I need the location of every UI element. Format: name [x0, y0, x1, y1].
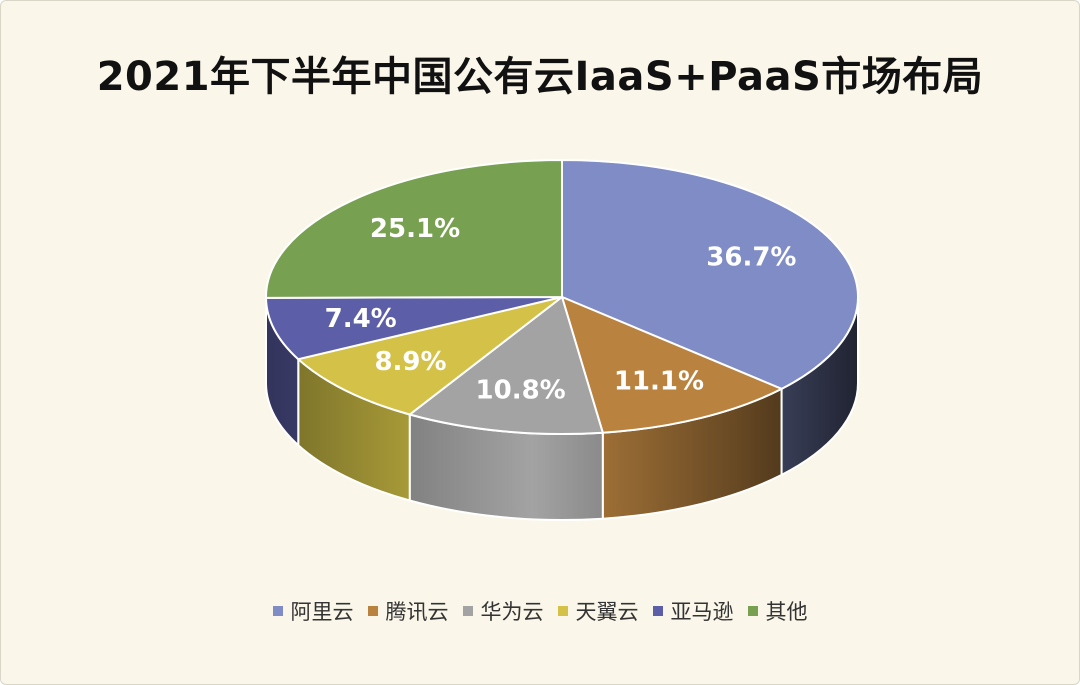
legend-item-aliyun: 阿里云: [272, 596, 354, 626]
pie-slice-amazon: [264, 296, 563, 361]
legend-item-other: 其他: [747, 596, 808, 626]
legend-label-aliyun: 阿里云: [290, 600, 354, 624]
legend-item-tianyi: 天翼云: [557, 596, 639, 626]
data-label-amazon: 7.4%: [325, 304, 397, 334]
legend-label-huawei: 华为云: [480, 600, 544, 624]
pie-slice-other: [265, 158, 563, 299]
legend-label-other: 其他: [765, 600, 808, 624]
legend-swatch-aliyun: [272, 606, 283, 616]
legend-item-huawei: 华为云: [462, 596, 544, 626]
chart-title: 2021年下半年中国公有云IaaS+PaaS市场布局: [96, 54, 984, 100]
legend-swatch-tencent: [367, 606, 378, 616]
legend-swatch-other: [747, 606, 758, 616]
pie-slice-huawei: [407, 295, 605, 435]
legend-swatch-huawei: [462, 606, 473, 616]
data-label-huawei: 10.8%: [476, 375, 566, 405]
legend-label-tencent: 腾讯云: [385, 600, 449, 624]
pie-slice-aliyun: [561, 158, 859, 390]
legend-label-tianyi: 天翼云: [575, 600, 639, 624]
legend-item-tencent: 腾讯云: [367, 596, 449, 626]
legend-swatch-tianyi: [557, 606, 568, 616]
legend-label-amazon: 亚马逊: [670, 600, 734, 624]
pie-slice-tencent: [560, 295, 784, 434]
data-label-other: 25.1%: [370, 214, 460, 244]
legend-item-amazon: 亚马逊: [652, 596, 734, 626]
legend-swatch-amazon: [652, 606, 663, 616]
data-label-tencent: 11.1%: [614, 366, 704, 396]
data-label-aliyun: 36.7%: [706, 243, 796, 273]
pie-slice-tianyi: [296, 296, 563, 416]
legend: 阿里云 腾讯云 华为云 天翼云 亚马逊 其他: [0, 596, 1080, 626]
data-label-tianyi: 8.9%: [374, 347, 446, 377]
